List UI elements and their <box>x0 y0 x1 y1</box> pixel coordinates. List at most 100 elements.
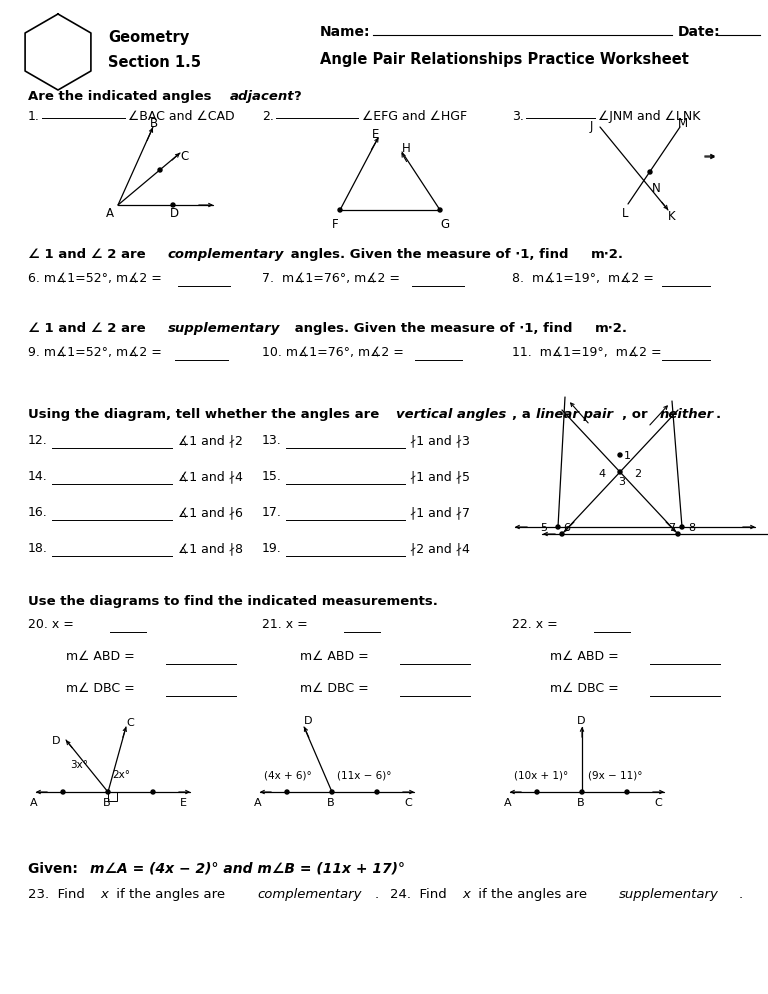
Text: .: . <box>739 888 743 901</box>
Text: E: E <box>372 128 379 141</box>
Circle shape <box>648 170 652 174</box>
Text: 23.  Find: 23. Find <box>28 888 89 901</box>
Text: 7: 7 <box>668 523 675 533</box>
Text: ∤2 and ∤4: ∤2 and ∤4 <box>410 542 470 555</box>
Circle shape <box>330 790 334 794</box>
Text: 1.: 1. <box>28 110 40 123</box>
Text: 19.: 19. <box>262 542 282 555</box>
Text: 2: 2 <box>634 469 641 479</box>
Text: 3: 3 <box>618 477 625 487</box>
Text: K: K <box>668 210 676 223</box>
Circle shape <box>151 790 155 794</box>
Text: 8.  m∡1=19°,  m∡2 =: 8. m∡1=19°, m∡2 = <box>512 272 658 285</box>
Text: ∡1 and ∤4: ∡1 and ∤4 <box>178 470 243 483</box>
Text: B: B <box>103 798 111 808</box>
Text: x: x <box>100 888 108 901</box>
Text: angles. Given the measure of ∙1, find: angles. Given the measure of ∙1, find <box>290 322 577 335</box>
Text: vertical angles: vertical angles <box>396 408 506 421</box>
Text: 13.: 13. <box>262 434 282 447</box>
Circle shape <box>375 790 379 794</box>
Text: , a: , a <box>512 408 535 421</box>
Text: D: D <box>170 207 179 220</box>
Text: 15.: 15. <box>262 470 282 483</box>
Text: 20. x =: 20. x = <box>28 618 78 631</box>
Text: Section 1.5: Section 1.5 <box>108 55 201 70</box>
Text: 6. m∡1=52°, m∡2 =: 6. m∡1=52°, m∡2 = <box>28 272 166 285</box>
Text: 14.: 14. <box>28 470 48 483</box>
Text: M: M <box>678 117 688 130</box>
Circle shape <box>438 208 442 212</box>
Circle shape <box>625 790 629 794</box>
Text: 2x°: 2x° <box>112 770 130 780</box>
Text: adjacent: adjacent <box>230 90 295 103</box>
Text: 8: 8 <box>688 523 695 533</box>
Text: 6: 6 <box>563 523 570 533</box>
Text: Angle Pair Relationships Practice Worksheet: Angle Pair Relationships Practice Worksh… <box>320 52 689 67</box>
Text: 3.: 3. <box>512 110 524 123</box>
Circle shape <box>618 470 622 474</box>
Text: B: B <box>150 117 158 130</box>
Text: Given:: Given: <box>28 862 88 876</box>
Text: .: . <box>375 888 379 901</box>
Text: m∠ DBC =: m∠ DBC = <box>300 682 372 695</box>
Text: Using the diagram, tell whether the angles are: Using the diagram, tell whether the angl… <box>28 408 384 421</box>
Text: m∠A = (4x − 2)° and m∠B = (11x + 17)°: m∠A = (4x − 2)° and m∠B = (11x + 17)° <box>90 862 405 876</box>
Text: ∡1 and ∤6: ∡1 and ∤6 <box>178 506 243 519</box>
Text: A: A <box>30 798 38 808</box>
Text: ∠JNM and ∠LNK: ∠JNM and ∠LNK <box>598 110 700 123</box>
Text: ∠EFG and ∠HGF: ∠EFG and ∠HGF <box>362 110 467 123</box>
Circle shape <box>338 208 342 212</box>
Text: 1: 1 <box>624 451 631 461</box>
Text: (11x − 6)°: (11x − 6)° <box>337 770 392 780</box>
Text: 3x°: 3x° <box>70 760 88 770</box>
Text: supplementary: supplementary <box>619 888 719 901</box>
Text: .: . <box>716 408 721 421</box>
Text: ∡1 and ∤2: ∡1 and ∤2 <box>178 434 243 447</box>
Text: ∠BAC and ∠CAD: ∠BAC and ∠CAD <box>128 110 235 123</box>
Circle shape <box>158 168 162 172</box>
Text: A: A <box>254 798 262 808</box>
Text: m∠ ABD =: m∠ ABD = <box>550 650 623 663</box>
Circle shape <box>535 790 539 794</box>
Circle shape <box>285 790 289 794</box>
Text: ∤1 and ∤3: ∤1 and ∤3 <box>410 434 470 447</box>
Text: 17.: 17. <box>262 506 282 519</box>
Text: 10. m∡1=76°, m∡2 =: 10. m∡1=76°, m∡2 = <box>262 346 408 359</box>
Text: D: D <box>577 716 585 726</box>
Text: (10x + 1)°: (10x + 1)° <box>514 770 568 780</box>
Text: C: C <box>404 798 412 808</box>
Text: (4x + 6)°: (4x + 6)° <box>264 770 312 780</box>
Text: 12.: 12. <box>28 434 48 447</box>
Circle shape <box>556 525 560 529</box>
Text: J: J <box>590 120 594 133</box>
Text: complementary: complementary <box>257 888 362 901</box>
Text: G: G <box>440 218 449 231</box>
Text: B: B <box>327 798 335 808</box>
Text: D: D <box>304 716 313 726</box>
Text: H: H <box>402 142 411 155</box>
Circle shape <box>171 203 175 207</box>
Text: neither: neither <box>660 408 714 421</box>
Text: A: A <box>106 207 114 220</box>
Text: 2.: 2. <box>262 110 274 123</box>
Text: 24.  Find: 24. Find <box>390 888 451 901</box>
Text: ?: ? <box>293 90 301 103</box>
Text: ∠ 1 and ∠ 2 are: ∠ 1 and ∠ 2 are <box>28 322 151 335</box>
Text: angles. Given the measure of ∙1, find: angles. Given the measure of ∙1, find <box>286 248 573 261</box>
Text: 21. x =: 21. x = <box>262 618 312 631</box>
Circle shape <box>61 790 65 794</box>
Circle shape <box>676 532 680 536</box>
Text: Date:: Date: <box>678 25 720 39</box>
Text: ∠ 1 and ∠ 2 are: ∠ 1 and ∠ 2 are <box>28 248 151 261</box>
Text: Name:: Name: <box>320 25 370 39</box>
Text: if the angles are: if the angles are <box>474 888 591 901</box>
Text: Are the indicated angles: Are the indicated angles <box>28 90 216 103</box>
Text: m∠ ABD =: m∠ ABD = <box>300 650 372 663</box>
Text: 16.: 16. <box>28 506 48 519</box>
Text: Use the diagrams to find the indicated measurements.: Use the diagrams to find the indicated m… <box>28 595 438 608</box>
Text: D: D <box>52 736 61 746</box>
Text: complementary: complementary <box>168 248 284 261</box>
Text: supplementary: supplementary <box>168 322 280 335</box>
Text: if the angles are: if the angles are <box>112 888 230 901</box>
Text: 11.  m∡1=19°,  m∡2 =: 11. m∡1=19°, m∡2 = <box>512 346 666 359</box>
